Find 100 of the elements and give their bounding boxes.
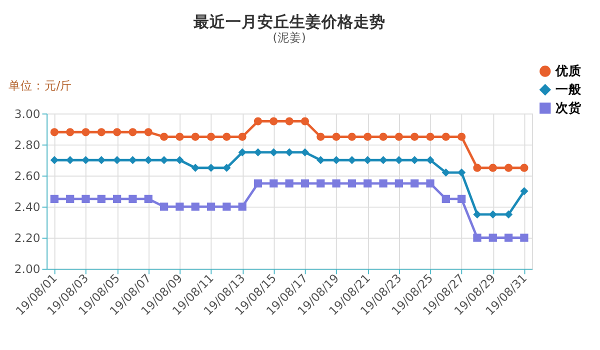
point — [222, 132, 231, 141]
point — [144, 194, 152, 203]
y-tick-label: 2.00 — [14, 262, 40, 276]
point — [176, 132, 184, 141]
point — [270, 148, 278, 156]
point — [144, 128, 152, 136]
point — [473, 234, 482, 242]
point — [160, 132, 168, 141]
point — [458, 194, 466, 203]
point — [128, 194, 137, 203]
point — [394, 179, 403, 188]
point — [97, 128, 106, 136]
point — [364, 132, 372, 141]
point — [176, 156, 184, 164]
point — [300, 148, 310, 156]
legend-label: 优质 — [554, 63, 582, 78]
point — [332, 132, 340, 141]
point — [316, 179, 325, 188]
point — [191, 164, 200, 172]
point — [82, 128, 90, 136]
point — [332, 179, 340, 188]
point — [191, 202, 200, 211]
point — [50, 194, 58, 203]
point — [520, 164, 528, 172]
point — [128, 156, 137, 164]
y-tick-label: 2.60 — [14, 169, 40, 184]
y-tick-label: 2.20 — [14, 231, 40, 246]
point — [82, 194, 90, 203]
point — [222, 164, 231, 172]
point — [128, 128, 137, 136]
point — [426, 132, 434, 141]
point — [379, 156, 388, 164]
point — [206, 202, 216, 211]
point — [238, 202, 246, 211]
legend-label: 一般 — [555, 82, 582, 97]
point — [364, 179, 372, 188]
point — [442, 168, 450, 177]
chart-subtitle: (泥姜) — [272, 30, 306, 45]
point — [254, 117, 262, 126]
point — [520, 187, 528, 196]
point — [458, 132, 466, 141]
point — [316, 132, 325, 141]
point — [379, 179, 388, 188]
point — [348, 179, 356, 188]
point — [300, 117, 310, 126]
point — [191, 132, 200, 141]
point — [50, 156, 58, 164]
point — [97, 156, 106, 164]
point — [66, 128, 74, 136]
point — [316, 156, 325, 164]
point — [394, 156, 403, 164]
y-tick-label: 3.00 — [14, 106, 40, 121]
point — [410, 156, 419, 164]
point — [379, 132, 388, 141]
point — [504, 234, 513, 242]
point — [238, 148, 246, 156]
point — [332, 156, 340, 164]
point — [160, 202, 168, 211]
point — [144, 156, 152, 164]
point — [410, 179, 419, 188]
point — [442, 194, 450, 203]
chart-title: 最近一月安丘生姜价格走势 — [192, 12, 386, 32]
point — [458, 168, 466, 177]
point — [285, 148, 294, 156]
point — [66, 156, 74, 164]
point — [238, 132, 246, 141]
point — [113, 156, 122, 164]
point — [504, 164, 513, 172]
point — [488, 210, 497, 219]
point — [254, 179, 262, 188]
point — [222, 202, 231, 211]
point — [348, 132, 356, 141]
point — [285, 179, 294, 188]
point — [97, 194, 106, 203]
y-tick-label: 2.80 — [14, 138, 40, 152]
point — [270, 179, 278, 188]
point — [394, 132, 403, 141]
point — [473, 210, 482, 219]
y-tick-label: 2.40 — [14, 200, 40, 214]
point — [50, 128, 58, 136]
point — [410, 132, 419, 141]
point — [113, 128, 122, 136]
point — [426, 179, 434, 188]
point — [442, 132, 450, 141]
point — [473, 164, 482, 172]
point — [176, 202, 184, 211]
point — [285, 117, 294, 126]
point — [364, 156, 372, 164]
point — [270, 117, 278, 126]
point — [66, 194, 74, 203]
point — [206, 132, 216, 141]
legend-label: 次货 — [555, 100, 582, 116]
point — [300, 179, 310, 188]
y-axis-title: 单位：元/斤 — [8, 78, 72, 93]
point — [488, 164, 497, 172]
point — [488, 234, 497, 242]
point — [426, 156, 434, 164]
point — [520, 234, 528, 242]
point — [82, 156, 90, 164]
point — [113, 194, 122, 203]
